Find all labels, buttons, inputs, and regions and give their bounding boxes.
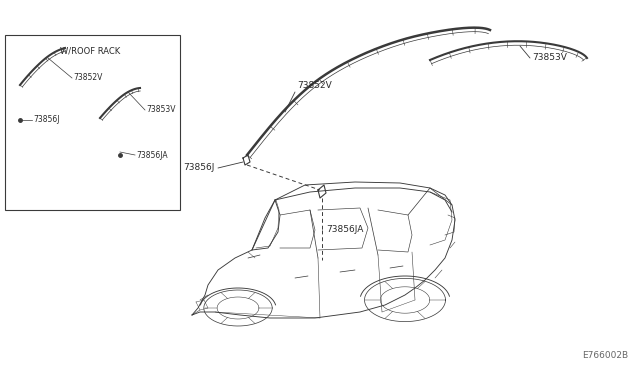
Text: 73856J: 73856J bbox=[184, 164, 215, 173]
Text: 73856JA: 73856JA bbox=[326, 225, 364, 234]
Text: 73856J: 73856J bbox=[33, 115, 60, 125]
Text: 73853V: 73853V bbox=[146, 106, 175, 115]
Bar bbox=[5, 35, 180, 210]
Text: W/ROOF RACK: W/ROOF RACK bbox=[60, 47, 120, 56]
Text: 73856JA: 73856JA bbox=[136, 151, 168, 160]
Text: 73852V: 73852V bbox=[73, 74, 102, 83]
Text: 73853V: 73853V bbox=[532, 54, 567, 62]
Text: E766002B: E766002B bbox=[582, 351, 628, 360]
Text: 73852V: 73852V bbox=[297, 81, 332, 90]
